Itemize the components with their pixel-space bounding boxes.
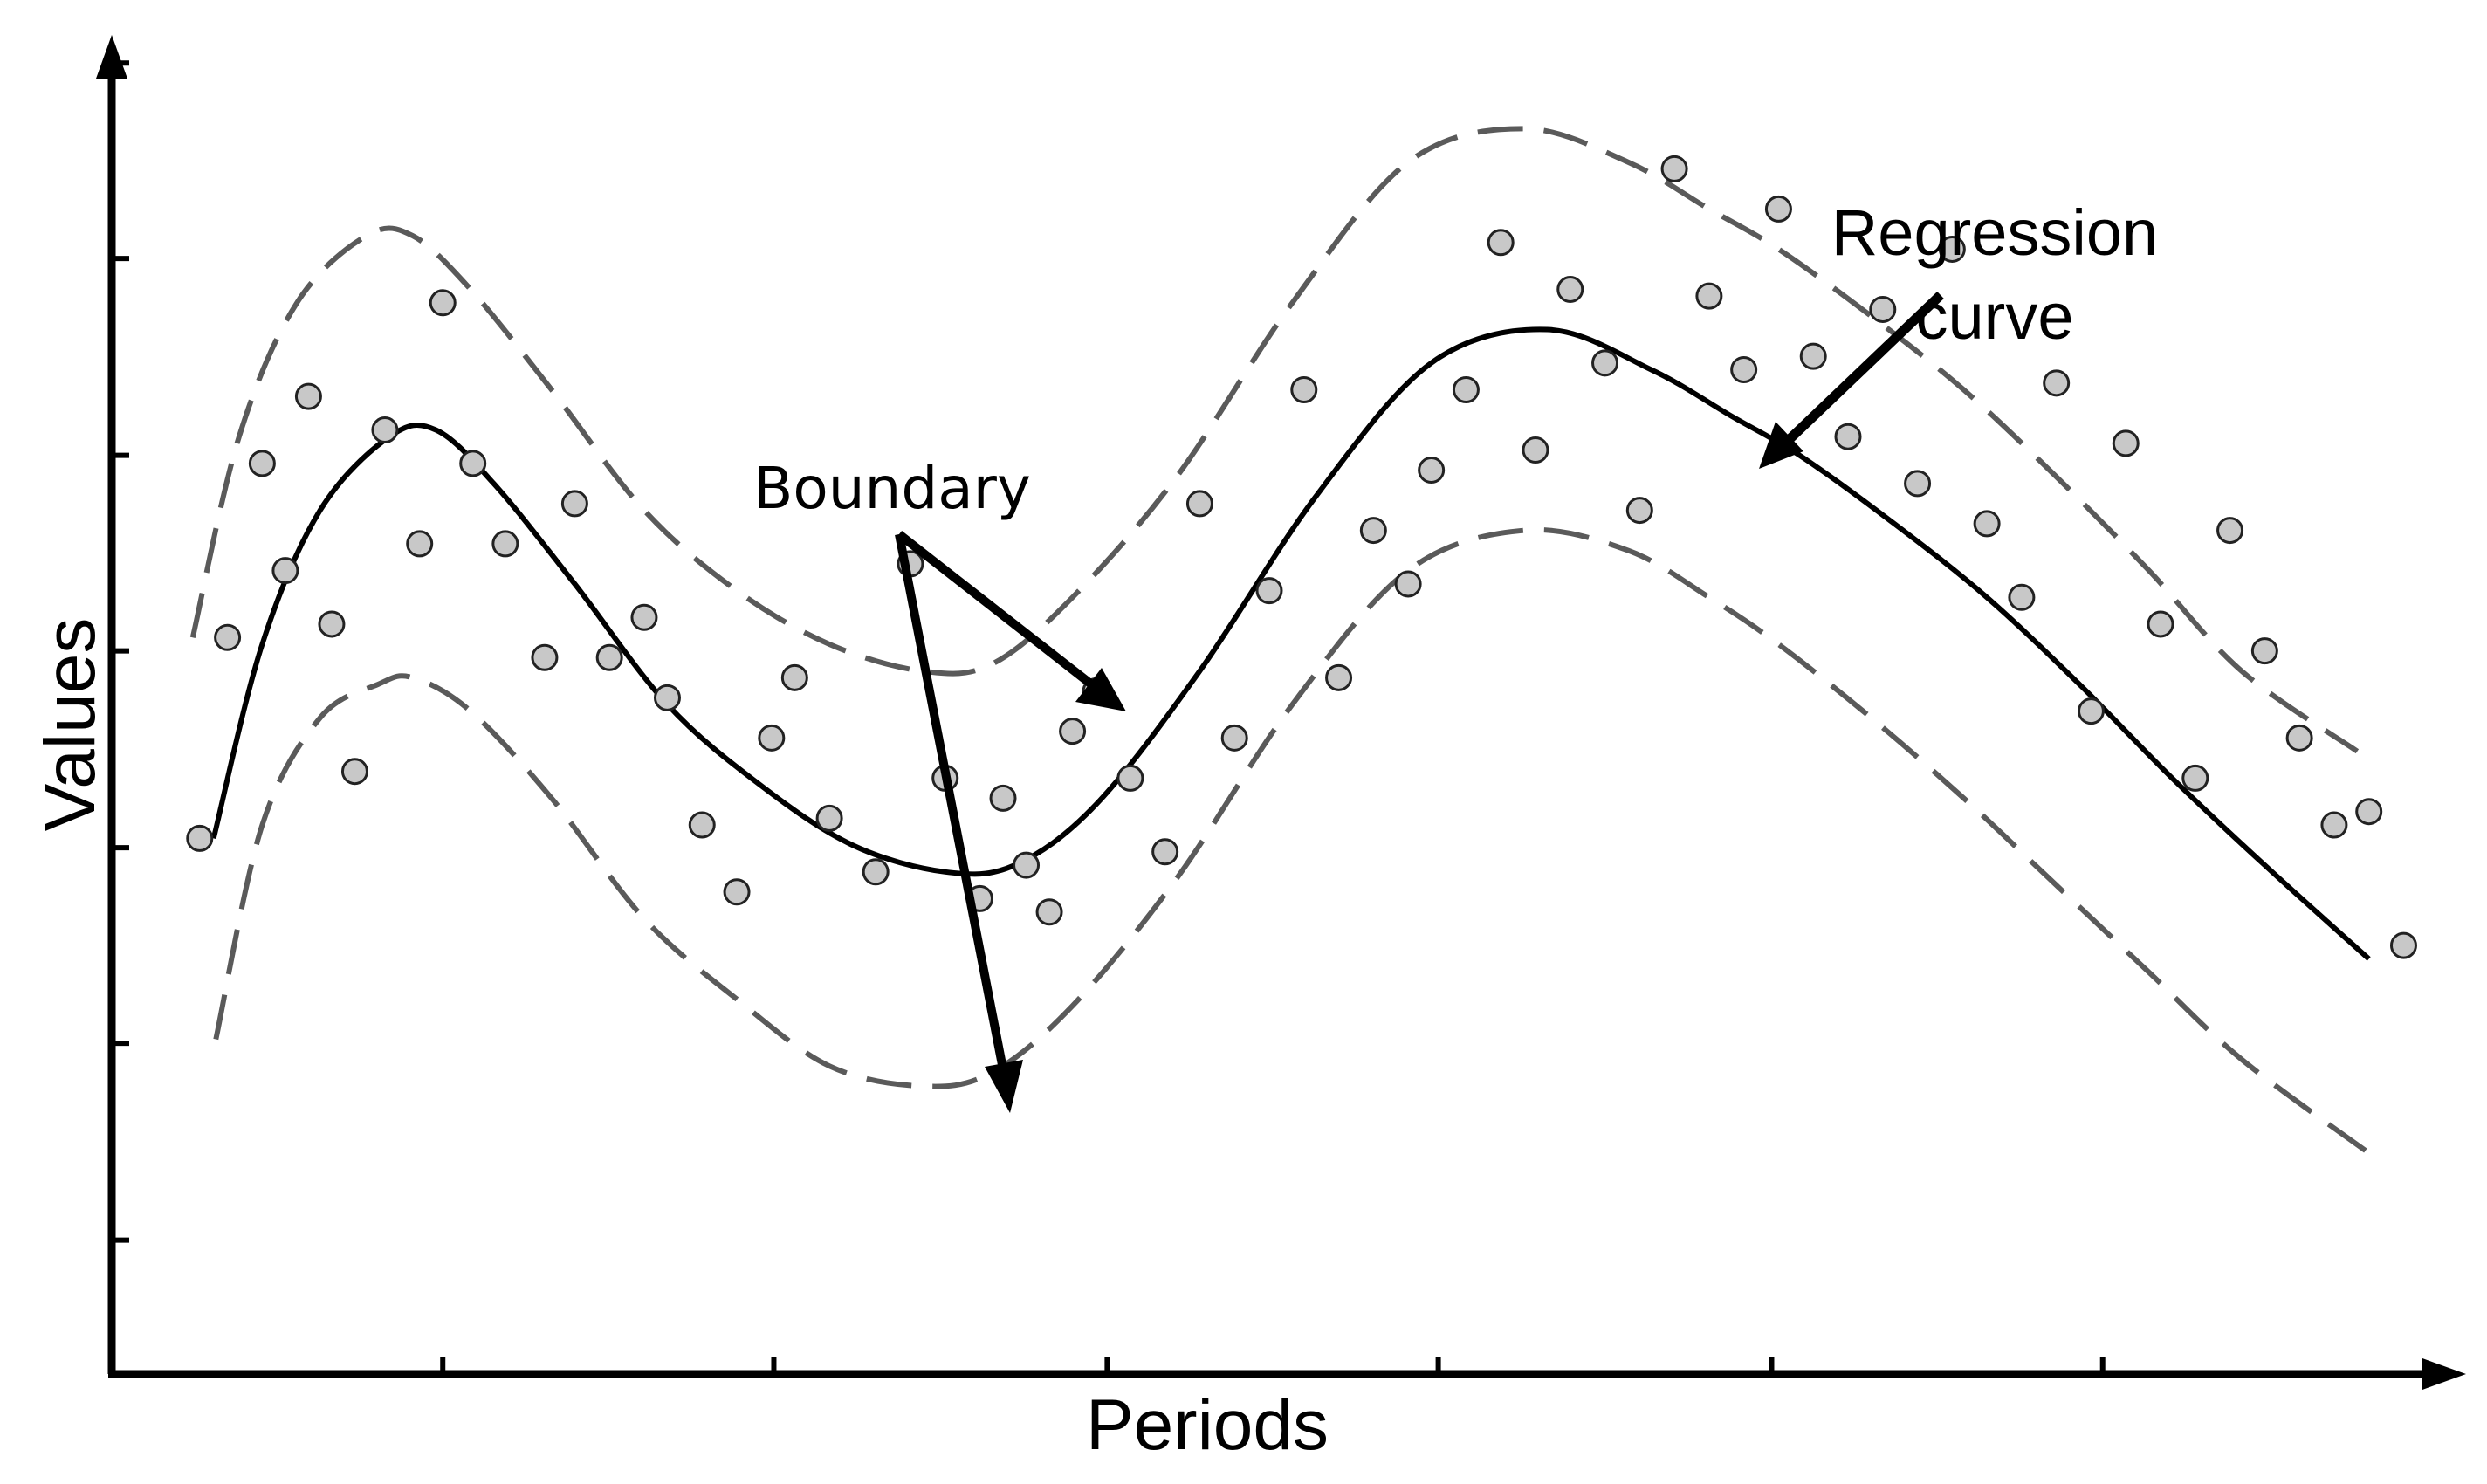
data-point xyxy=(1487,229,1515,257)
data-point xyxy=(531,643,559,671)
data-point xyxy=(214,623,242,651)
data-point xyxy=(1325,663,1353,691)
data-point xyxy=(1035,898,1063,926)
boundary-label: Boundary xyxy=(753,455,1031,522)
data-point xyxy=(1059,718,1087,745)
annotation-arrows xyxy=(895,292,1944,1113)
data-point xyxy=(318,610,346,638)
data-point xyxy=(406,530,434,558)
data-point xyxy=(2008,583,2036,611)
data-point xyxy=(1625,497,1653,525)
data-point xyxy=(688,811,716,839)
data-point xyxy=(248,450,276,477)
data-point xyxy=(1185,490,1213,518)
data-point xyxy=(1452,376,1480,404)
data-point xyxy=(2389,931,2417,959)
boundary-arrow-upper xyxy=(896,531,1102,693)
data-point xyxy=(2355,798,2383,826)
data-point xyxy=(340,758,368,786)
data-point xyxy=(186,824,214,852)
data-point xyxy=(1869,295,1897,323)
data-point xyxy=(758,724,786,752)
x-axis-label: Periods xyxy=(1086,1385,1329,1465)
data-point xyxy=(1591,349,1619,377)
data-point xyxy=(1255,577,1283,605)
data-point xyxy=(1799,342,1827,370)
lower-boundary-curve xyxy=(213,526,2371,1156)
data-point xyxy=(2250,637,2278,665)
axes xyxy=(96,35,2466,1390)
data-point xyxy=(1764,195,1792,223)
data-point xyxy=(1013,851,1041,879)
data-point xyxy=(1418,457,1446,484)
boundary-arrow-lower xyxy=(895,533,1008,1075)
data-point xyxy=(1359,517,1387,545)
data-point xyxy=(2181,764,2209,792)
data-point xyxy=(653,684,681,711)
data-point xyxy=(1151,838,1179,866)
x-axis-arrowhead xyxy=(2422,1358,2466,1390)
boundary-arrowhead-lower xyxy=(985,1060,1023,1113)
data-point xyxy=(429,289,457,317)
regression-arrow xyxy=(1784,292,1944,444)
data-point xyxy=(1973,510,2001,538)
data-point xyxy=(1938,235,1966,263)
data-point xyxy=(862,858,890,886)
data-point xyxy=(371,416,399,444)
data-point xyxy=(2077,697,2105,725)
regression-curve xyxy=(210,326,2371,961)
data-point xyxy=(815,804,843,832)
regression-label-line2: curve xyxy=(1916,280,2074,353)
y-ticks xyxy=(112,60,129,1243)
data-point xyxy=(1904,470,1932,498)
x-ticks xyxy=(440,1357,2106,1374)
data-point xyxy=(271,557,299,585)
data-point xyxy=(1695,282,1723,310)
data-point xyxy=(491,530,519,558)
y-axis-label: Values xyxy=(31,618,110,832)
data-point xyxy=(1290,376,1318,404)
data-point xyxy=(1834,423,1862,450)
boundary-arrowhead-upper xyxy=(1075,668,1126,711)
data-point xyxy=(989,784,1017,812)
data-point xyxy=(2285,724,2313,752)
data-point xyxy=(294,382,322,410)
data-point xyxy=(2112,429,2140,457)
data-point xyxy=(1394,570,1422,598)
regression-arrowhead xyxy=(1759,422,1803,469)
data-point xyxy=(2147,610,2174,638)
y-axis-arrowhead xyxy=(96,35,127,79)
data-point xyxy=(780,663,808,691)
observation-points xyxy=(186,155,2417,959)
data-point xyxy=(723,878,751,906)
data-point xyxy=(595,643,623,671)
data-point xyxy=(560,490,588,518)
data-point xyxy=(630,603,658,631)
data-point xyxy=(1522,436,1549,464)
data-point xyxy=(459,450,487,477)
data-point xyxy=(1730,356,1758,383)
data-point xyxy=(1220,724,1248,752)
series-layer xyxy=(189,126,2371,1156)
data-point xyxy=(2216,517,2244,545)
upper-boundary-curve xyxy=(189,126,2360,754)
data-point xyxy=(2320,811,2348,839)
data-point xyxy=(1556,275,1584,303)
data-point xyxy=(2043,369,2071,397)
regression-label-line1: Regression xyxy=(1831,196,2158,269)
data-point xyxy=(1116,764,1144,792)
data-point xyxy=(1660,155,1688,182)
